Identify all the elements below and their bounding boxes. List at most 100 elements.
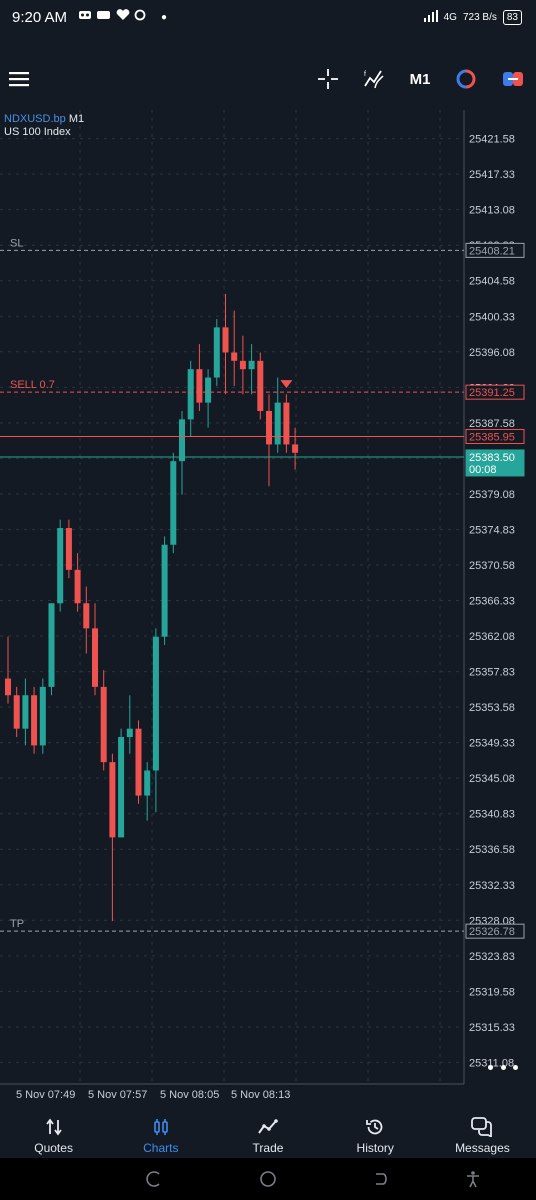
network-type: 4G <box>443 11 457 23</box>
charts-icon <box>153 1119 168 1135</box>
nav-history[interactable]: History <box>322 1110 429 1158</box>
price-level-value: 25391.25 <box>469 387 515 399</box>
price-tick-label: 25349.33 <box>469 738 515 750</box>
trade-panel-icon <box>503 72 523 86</box>
price-tick-label: 25379.08 <box>469 489 515 501</box>
price-tick-label: 25357.83 <box>469 667 515 679</box>
candle-up <box>274 402 281 445</box>
trade-icon <box>258 1119 278 1134</box>
price-tick-label: 25404.58 <box>469 276 515 288</box>
price-tick-label: 25413.08 <box>469 205 515 217</box>
time-tick-label: 5 Nov 08:05 <box>160 1089 219 1101</box>
candle-up <box>144 770 151 796</box>
recent-apps-icon <box>146 1171 160 1187</box>
nav-messages[interactable]: Messages <box>429 1110 536 1158</box>
candle-down <box>196 369 203 403</box>
candle-down <box>92 628 98 687</box>
svg-text:f: f <box>364 71 366 78</box>
bottom-navigation: Quotes Charts Trade History Messages <box>0 1110 536 1158</box>
candle-up <box>152 636 159 771</box>
home-button[interactable] <box>257 1168 279 1190</box>
price-level-tag <box>465 242 525 258</box>
candle-up <box>57 528 64 604</box>
candle-up <box>187 369 194 420</box>
price-tick-label: 25353.58 <box>469 702 515 714</box>
recent-apps-button[interactable] <box>143 1168 165 1190</box>
symbol-name[interactable]: NDXUSD.bp <box>4 113 66 125</box>
bar-countdown: 00:08 <box>469 464 497 476</box>
price-level-value: 25383.50 <box>469 452 515 464</box>
one-click-icon <box>456 69 476 89</box>
nav-quotes[interactable]: Quotes <box>0 1110 107 1158</box>
price-level-tag <box>465 428 525 444</box>
price-tick-label: 25362.08 <box>469 631 515 643</box>
price-chart[interactable]: 25421.5825417.3325413.0825408.8325404.58… <box>0 110 536 1110</box>
price-tick-label: 25315.33 <box>469 1022 515 1034</box>
nav-messages-label: Messages <box>455 1141 510 1155</box>
crosshair-icon <box>318 69 338 89</box>
candle-down <box>83 603 90 629</box>
candle-down <box>292 444 299 453</box>
crosshair-button[interactable] <box>316 56 340 102</box>
chart-toolbar: f M1 <box>0 56 536 102</box>
candle-down <box>257 360 264 411</box>
candle-up <box>170 461 177 545</box>
candle-down <box>65 528 72 570</box>
symbol-description: US 100 Index <box>4 126 71 138</box>
price-tick-label: 25370.58 <box>469 560 515 572</box>
nav-history-label: History <box>356 1141 394 1155</box>
price-tick-label: 25374.83 <box>469 524 515 536</box>
candle-down <box>109 762 116 838</box>
messages-icon <box>471 1117 493 1137</box>
price-level-label: TP <box>10 918 24 930</box>
price-level-value: 25385.95 <box>469 431 515 443</box>
trade-panel-button[interactable] <box>500 56 526 102</box>
more-dot-icon <box>513 1064 518 1070</box>
nav-charts[interactable]: Charts <box>107 1110 214 1158</box>
status-time: 9:20 AM <box>12 8 68 26</box>
more-options-button[interactable] <box>488 1057 518 1077</box>
accessibility-button[interactable] <box>462 1168 484 1190</box>
accessibility-icon <box>467 1171 479 1188</box>
more-dot-icon <box>500 1064 506 1070</box>
timeframe-button[interactable]: M1 <box>409 70 431 88</box>
candle-up <box>205 377 212 403</box>
price-level-value: 25408.21 <box>469 245 515 257</box>
candle-down <box>74 569 81 604</box>
price-tick-label: 25417.33 <box>469 169 515 181</box>
price-level-tag <box>465 923 525 939</box>
notification-icons <box>79 8 149 26</box>
candlestick-chart[interactable]: 25421.5825417.3325413.0825408.8325404.58… <box>0 110 536 1110</box>
price-tick-label: 25345.08 <box>469 773 515 785</box>
nav-trade-label: Trade <box>252 1141 284 1155</box>
candle-down <box>239 360 246 370</box>
quotes-icon <box>45 1118 62 1136</box>
one-click-trading-button[interactable] <box>454 56 478 102</box>
candle-up <box>248 360 255 370</box>
price-level-value: 25326.78 <box>469 926 515 938</box>
history-icon <box>366 1119 383 1135</box>
indicators-button[interactable]: f <box>362 56 386 102</box>
candle-down <box>222 327 229 353</box>
price-level-tag <box>465 384 525 400</box>
back-button[interactable] <box>370 1168 392 1190</box>
candle-down <box>5 678 11 696</box>
price-tick-label: 25421.58 <box>469 134 515 146</box>
menu-button[interactable] <box>6 56 32 102</box>
price-level-tag <box>465 449 525 477</box>
hamburger-icon <box>9 72 29 87</box>
candle-up <box>179 419 185 462</box>
candle-down <box>100 686 107 763</box>
candle-down <box>13 695 20 729</box>
price-tick-label: 25336.58 <box>469 844 515 856</box>
candle-down <box>31 695 38 746</box>
symbol-info: NDXUSD.bp M1 US 100 Index <box>4 113 84 139</box>
sell-entry-marker <box>280 380 293 389</box>
time-tick-label: 5 Nov 07:57 <box>88 1089 147 1101</box>
nav-charts-label: Charts <box>143 1141 179 1155</box>
candle-down <box>231 352 238 361</box>
candle-up <box>39 686 46 746</box>
system-navigation-bar <box>0 1158 536 1200</box>
nav-trade[interactable]: Trade <box>214 1110 321 1158</box>
candle-down <box>135 728 142 796</box>
